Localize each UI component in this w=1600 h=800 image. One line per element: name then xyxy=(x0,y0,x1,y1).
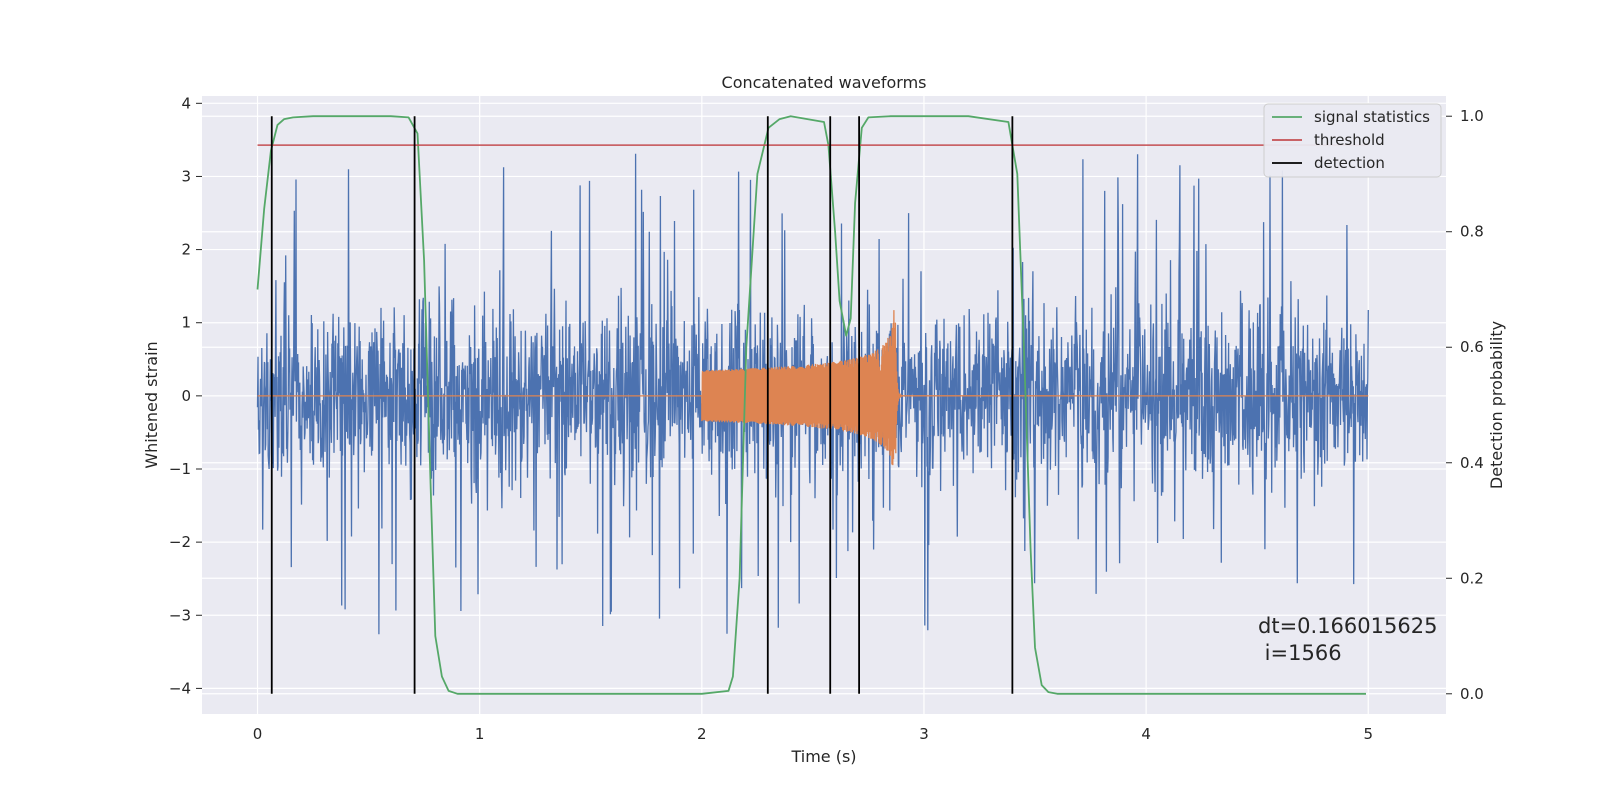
x-tick-label: 3 xyxy=(919,725,929,743)
legend-label-threshold: threshold xyxy=(1314,131,1385,149)
legend-box xyxy=(1263,103,1442,178)
y2-tick-label: 1.0 xyxy=(1460,107,1484,125)
y-tick-label: −1 xyxy=(169,460,191,478)
x-axis-label: Time (s) xyxy=(790,747,856,766)
x-tick-label: 2 xyxy=(697,725,707,743)
annotation-line-2: i=1566 xyxy=(1258,641,1342,665)
y-tick-label: 3 xyxy=(181,167,191,185)
y2-tick-label: 0.0 xyxy=(1460,685,1484,703)
y-tick-label: 2 xyxy=(181,241,191,259)
chirp-layer xyxy=(257,310,1369,466)
y-axis-label: Whitened strain xyxy=(142,341,161,468)
chart-title: Concatenated waveforms xyxy=(722,73,927,92)
legend: signal statistics threshold detection xyxy=(1263,103,1442,178)
y2-axis-label: Detection probability xyxy=(1487,321,1506,489)
annotation: dt=0.166015625 i=1566 xyxy=(1258,614,1437,665)
y-tick-label: 0 xyxy=(181,387,191,405)
x-tick-label: 5 xyxy=(1363,725,1373,743)
x-tick-label: 0 xyxy=(253,725,263,743)
series-layer xyxy=(256,115,1369,695)
y2-tick-label: 0.8 xyxy=(1460,223,1484,241)
y2-tick-label: 0.6 xyxy=(1460,338,1484,356)
legend-label-signal-statistics: signal statistics xyxy=(1314,108,1430,126)
annotation-line-1: dt=0.166015625 xyxy=(1258,614,1437,638)
chirp-signal-trace xyxy=(257,310,1369,466)
ticks-layer: 0 1 2 3 4 5 −4 −3 −2 −1 0 1 2 3 4 0.0 0.2 0.4 0.6 0.8 1.0 xyxy=(169,94,1484,743)
y-tick-label: 4 xyxy=(181,94,191,112)
y-tick-label: −3 xyxy=(169,606,191,624)
legend-label-detection: detection xyxy=(1314,154,1385,172)
y-tick-label: −2 xyxy=(169,533,191,551)
signal-statistics-line xyxy=(256,115,1366,695)
y-tick-label: −4 xyxy=(169,679,191,697)
y-tick-label: 1 xyxy=(181,314,191,332)
x-tick-label: 1 xyxy=(475,725,485,743)
y2-tick-label: 0.4 xyxy=(1460,454,1484,472)
y2-tick-label: 0.2 xyxy=(1460,569,1484,587)
x-tick-label: 4 xyxy=(1141,725,1151,743)
